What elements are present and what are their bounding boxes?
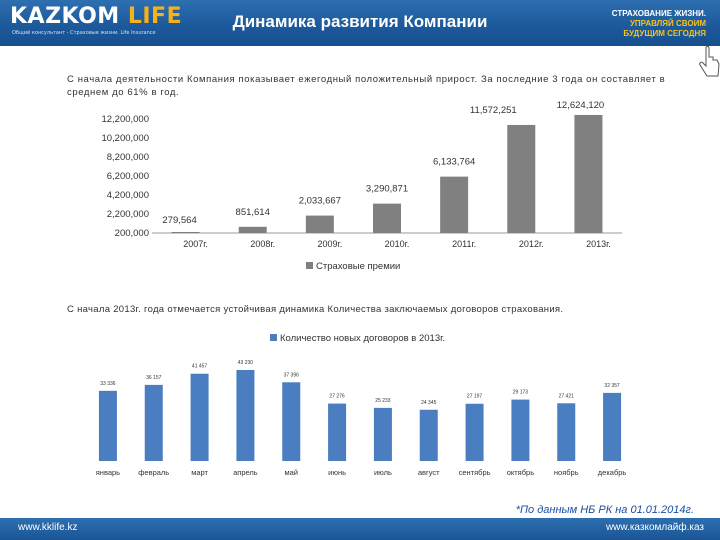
contracts-bar <box>465 403 484 461</box>
contracts-bar <box>557 403 576 461</box>
data-label: 11,572,251 <box>470 105 517 116</box>
x-tick-label: 2009г. <box>317 239 342 249</box>
slogan-line-2: УПРАВЛЯЙ СВОИМ <box>629 19 706 28</box>
contracts-bar <box>144 384 163 461</box>
hand-pointer-icon <box>699 46 720 77</box>
contracts-bar <box>419 409 438 461</box>
contracts-bar <box>511 399 530 461</box>
premium-bar <box>305 215 334 233</box>
data-label: 43 230 <box>238 360 254 366</box>
data-label: 12,624,120 <box>557 100 605 111</box>
premium-bar <box>171 232 200 233</box>
data-label: 41 457 <box>192 364 208 370</box>
footer-bar: www.kklife.kz www.казкомлайф.каз <box>0 518 720 540</box>
data-label: 25 233 <box>375 398 391 404</box>
x-tick-label: 2013г. <box>586 239 611 249</box>
slide-title: Динамика развития Компании <box>232 12 488 31</box>
x-tick-label: апрель <box>233 468 258 477</box>
data-label: 27 197 <box>467 394 483 400</box>
y-tick-label: 8,200,000 <box>107 152 149 163</box>
contracts-bar <box>190 373 209 461</box>
data-label: 851,614 <box>236 207 270 218</box>
y-tick-label: 6,200,000 <box>107 171 149 182</box>
x-tick-label: 2012г. <box>519 239 544 249</box>
legend-swatch <box>306 262 313 269</box>
contracts-bar <box>236 370 255 461</box>
data-label: 6,133,764 <box>433 157 475 168</box>
slogan-line-1: СТРАХОВАНИЕ ЖИЗНИ. <box>611 9 706 18</box>
data-label: 27 276 <box>329 394 345 400</box>
legend-label: Страховые премии <box>316 261 400 272</box>
x-tick-label: октябрь <box>507 468 534 477</box>
slogan: СТРАХОВАНИЕ ЖИЗНИ. УПРАВЛЯЙ СВОИМ БУДУЩИ… <box>612 9 706 39</box>
premium-bar <box>507 124 536 233</box>
x-tick-label: июнь <box>328 468 346 477</box>
company-logo: KAZKOM LIFE <box>10 4 183 29</box>
contracts-bar <box>373 407 392 461</box>
data-label: 24 345 <box>421 400 437 406</box>
x-tick-label: август <box>418 468 440 477</box>
contracts-bar <box>98 390 117 461</box>
data-label: 36 157 <box>146 375 162 381</box>
x-tick-label: май <box>284 468 298 477</box>
x-tick-label: сентябрь <box>459 468 491 477</box>
data-label: 33 336 <box>100 381 116 387</box>
contracts-bar <box>328 403 347 461</box>
source-footnote: *По данным НБ РК на 01.01.2014г. <box>515 504 694 516</box>
premium-bar <box>373 203 401 233</box>
y-tick-label: 10,200,000 <box>101 133 149 144</box>
x-tick-label: 2010г. <box>385 239 410 249</box>
data-label: 37 396 <box>284 372 300 378</box>
data-label: 3,290,871 <box>366 184 408 195</box>
footer-link-right[interactable]: www.казкомлайф.каз <box>605 522 704 533</box>
x-tick-label: ноябрь <box>554 468 579 477</box>
x-tick-label: март <box>191 468 208 477</box>
x-tick-label: январь <box>96 468 120 477</box>
contracts-bar <box>282 382 301 461</box>
x-tick-label: 2011г. <box>452 239 476 249</box>
y-tick-label: 2,200,000 <box>107 209 149 220</box>
slogan-line-3: БУДУЩИМ СЕГОДНЯ <box>623 29 706 38</box>
x-tick-label: июль <box>374 468 392 477</box>
legend-swatch <box>270 334 277 341</box>
logo-tagline: Общий консультант - Страховые жизни. Lif… <box>12 30 156 36</box>
chart-title: Количество новых договоров в 2013г. <box>280 333 445 344</box>
data-label: 2,033,667 <box>299 196 341 207</box>
premium-bar <box>440 176 469 233</box>
header-bar: KAZKOM LIFE Общий консультант - Страховы… <box>0 0 720 46</box>
data-label: 29 173 <box>513 390 529 396</box>
premium-bar <box>574 114 603 233</box>
y-tick-label: 200,000 <box>115 228 149 239</box>
data-label: 27 421 <box>559 393 575 399</box>
premium-bar <box>238 226 267 233</box>
y-tick-label: 12,200,000 <box>101 114 149 125</box>
data-label: 279,564 <box>162 215 196 226</box>
contracts-bar <box>603 392 622 461</box>
data-label: 32 357 <box>604 383 620 389</box>
contracts-note: С начала 2013г. года отмечается устойчив… <box>67 304 564 315</box>
intro-text: С начала деятельности Компания показывае… <box>67 74 666 98</box>
footer-link-left[interactable]: www.kklife.kz <box>18 522 78 533</box>
x-tick-label: февраль <box>138 468 169 477</box>
x-tick-label: 2007г. <box>183 239 208 249</box>
x-tick-label: 2008г. <box>250 239 275 249</box>
y-tick-label: 4,200,000 <box>107 190 149 201</box>
x-tick-label: декабрь <box>598 468 627 477</box>
